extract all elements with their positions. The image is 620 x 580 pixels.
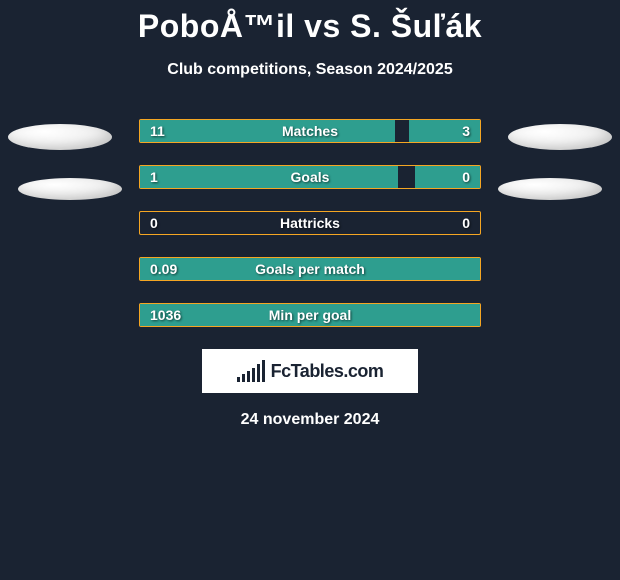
stats-container: 11 3 Matches 1 0 Goals 0 0 Hattricks 0.09 Goals pe… xyxy=(0,119,620,327)
logo-bar-segment xyxy=(257,364,260,382)
player-left-orb-small xyxy=(18,178,122,200)
logo-bar-segment xyxy=(237,377,240,382)
stat-bar-track: 11 3 Matches xyxy=(139,119,481,143)
stat-value-left: 1036 xyxy=(150,307,181,323)
stat-label: Goals xyxy=(291,169,330,185)
player-right-orb-large xyxy=(508,124,612,150)
logo-bar-segment xyxy=(247,371,250,382)
logo-bars-icon xyxy=(237,360,265,382)
stat-label: Goals per match xyxy=(255,261,365,277)
player-left-orb-large xyxy=(8,124,112,150)
stat-value-right: 3 xyxy=(462,123,470,139)
stat-value-left: 11 xyxy=(150,123,165,139)
stat-bar-track: 0 0 Hattricks xyxy=(139,211,481,235)
logo-text: FcTables.com xyxy=(271,361,384,382)
stat-label: Matches xyxy=(282,123,338,139)
logo-bar-segment xyxy=(242,374,245,382)
stat-value-right: 0 xyxy=(462,215,470,231)
stat-bar-track: 1036 Min per goal xyxy=(139,303,481,327)
stat-label: Min per goal xyxy=(269,307,351,323)
stat-value-right: 0 xyxy=(462,169,470,185)
stat-value-left: 1 xyxy=(150,169,158,185)
stat-value-left: 0 xyxy=(150,215,158,231)
page-title: PoboÅ™il vs S. Šuľák xyxy=(0,0,620,45)
stat-row: 0.09 Goals per match xyxy=(0,257,620,281)
stat-bar-left xyxy=(140,166,398,188)
stat-bar-right xyxy=(415,166,480,188)
logo-bar-segment xyxy=(262,360,265,382)
stat-bar-track: 0.09 Goals per match xyxy=(139,257,481,281)
stat-label: Hattricks xyxy=(280,215,340,231)
player-right-orb-small xyxy=(498,178,602,200)
date-line: 24 november 2024 xyxy=(0,411,620,429)
stat-bar-left xyxy=(140,120,395,142)
stat-row: 1036 Min per goal xyxy=(0,303,620,327)
stat-value-left: 0.09 xyxy=(150,261,177,277)
logo-box: FcTables.com xyxy=(202,349,418,393)
logo-bar-segment xyxy=(252,368,255,382)
subtitle: Club competitions, Season 2024/2025 xyxy=(0,61,620,79)
stat-row: 0 0 Hattricks xyxy=(0,211,620,235)
stat-bar-track: 1 0 Goals xyxy=(139,165,481,189)
